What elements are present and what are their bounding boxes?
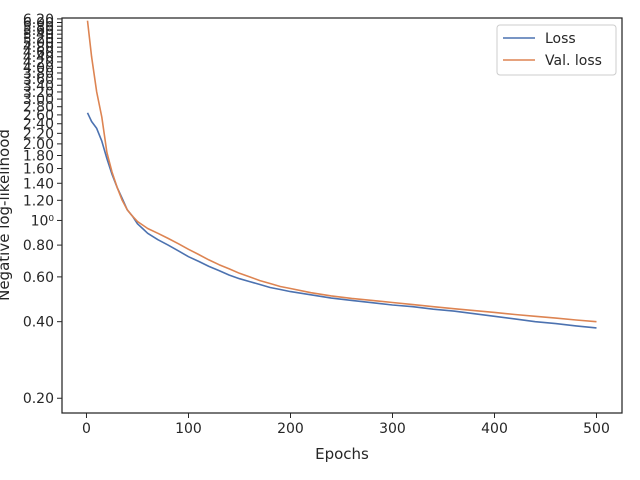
y-tick-label: 3.80: [23, 66, 54, 82]
y-tick-label: 4.20: [23, 55, 54, 71]
y-tick-label: 6.00: [23, 16, 54, 32]
y-tick-label: 5.60: [23, 23, 54, 39]
y-tick-label: 3.00: [23, 92, 54, 108]
y-tick-label: 4.60: [23, 45, 54, 61]
y-tick-label: 3.20: [23, 85, 54, 101]
x-ticks: 0 100 200 300 400 500: [82, 413, 610, 437]
x-tick-label: 300: [379, 421, 406, 437]
x-tick-label: 400: [481, 421, 508, 437]
x-axis-label: Epochs: [315, 445, 369, 463]
y-tick-label: 0.20: [23, 391, 54, 407]
y-tick-label: 1.60: [23, 162, 54, 178]
x-tick-label: 100: [175, 421, 202, 437]
series-layer: [86, 20, 597, 329]
y-tick-label: 0.40: [23, 315, 54, 331]
y-tick-label: 4.80: [23, 40, 54, 56]
y-tick-label: 1.40: [23, 176, 54, 192]
y-tick-label: 3.40: [23, 78, 54, 94]
legend-label-loss: Loss: [545, 31, 576, 47]
y-tick-label: 2.80: [23, 100, 54, 116]
y-tick-label: 4.40: [23, 50, 54, 66]
legend: Loss Val. loss: [496, 24, 617, 76]
series-line-1: [86, 20, 597, 323]
y-tick-label: 3.60: [23, 72, 54, 88]
y-tick-label: 5.80: [23, 19, 54, 35]
y-tick-label: 6.20: [23, 12, 54, 28]
y-tick-label: 4.00: [23, 60, 54, 76]
y-ticks: 0.200.400.600.8010⁰1.201.401.601.802.002…: [23, 12, 62, 407]
y-tick-label: 2.20: [23, 126, 54, 142]
x-tick-label: 200: [277, 421, 304, 437]
legend-label-val-loss: Val. loss: [545, 53, 602, 69]
y-tick-label: 10⁰: [31, 213, 55, 229]
y-tick-label: 2.00: [23, 137, 54, 153]
y-tick-label: 5.00: [23, 36, 54, 52]
plot-frame: [61, 17, 623, 414]
y-tick-label: 2.60: [23, 108, 54, 124]
y-tick-label: 5.40: [23, 27, 54, 43]
y-tick-label: 5.20: [23, 31, 54, 47]
y-tick-label: 2.40: [23, 117, 54, 133]
x-tick-label: 0: [82, 421, 91, 437]
y-axis-label: Negative log-likelihood: [0, 129, 13, 301]
y-tick-label: 0.60: [23, 270, 54, 286]
x-tick-label: 500: [583, 421, 610, 437]
y-tick-label: 1.20: [23, 193, 54, 209]
y-tick-label: 0.80: [23, 238, 54, 254]
y-tick-label: 1.80: [23, 149, 54, 165]
